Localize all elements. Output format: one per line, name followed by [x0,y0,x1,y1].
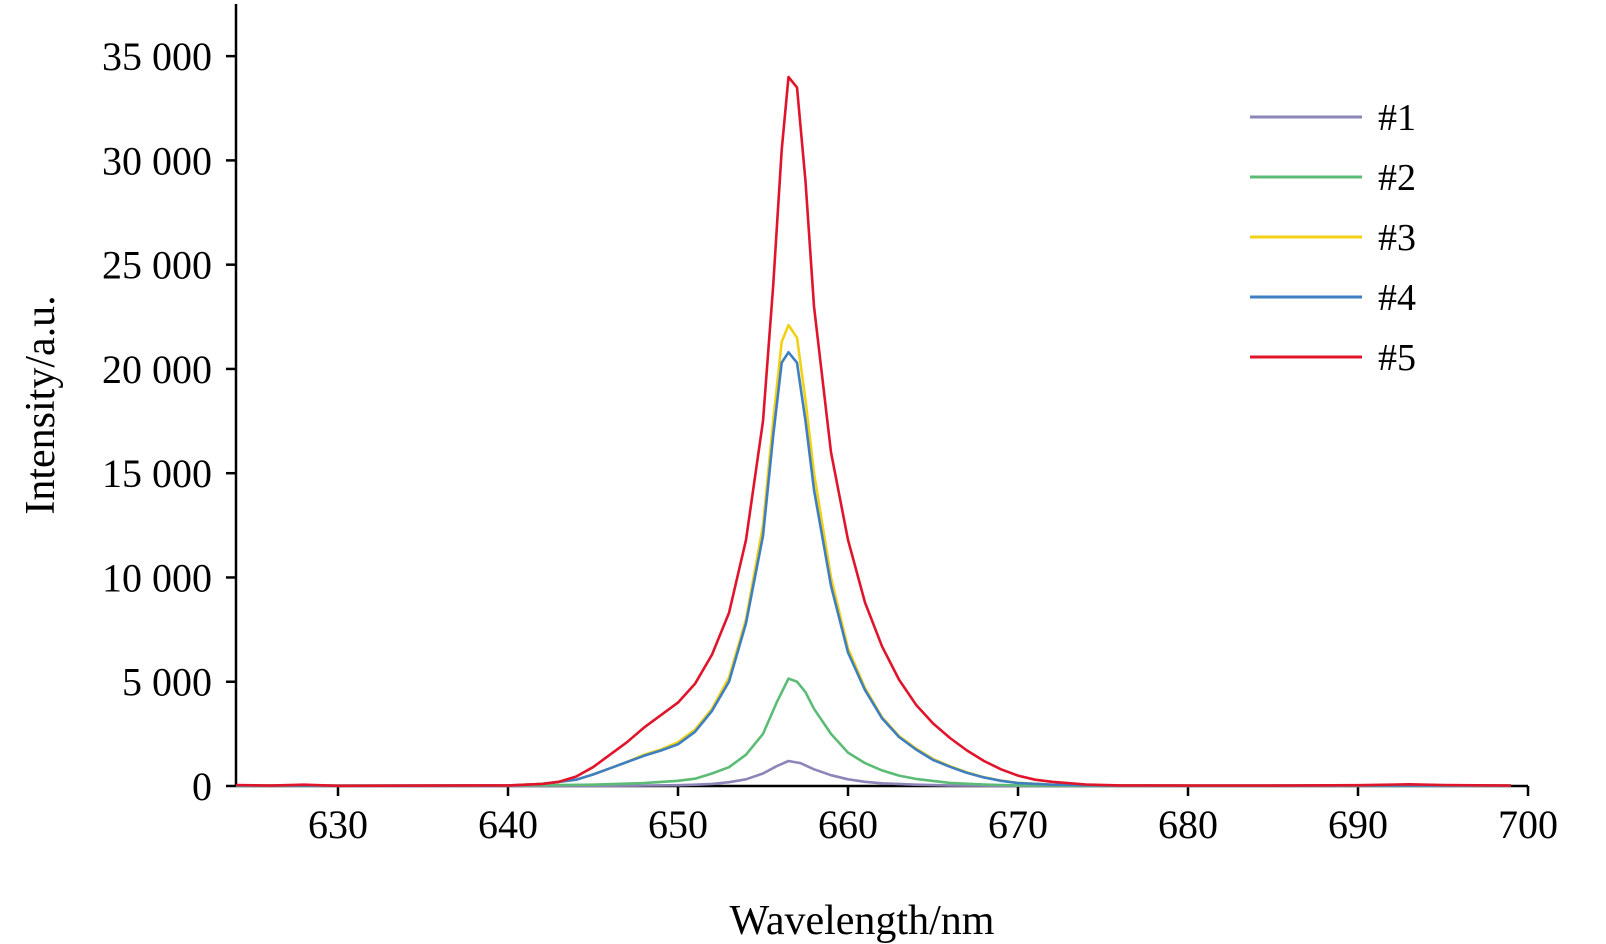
y-tick-label: 30 000 [102,138,212,183]
series-line-2 [236,677,1511,788]
y-tick-label: 35 000 [102,34,212,79]
y-tick-label: 5 000 [122,660,212,705]
series-lines [235,75,1512,788]
y-tick-label: 10 000 [102,555,212,600]
x-tick-label: 630 [308,802,368,847]
legend-label-5: #5 [1378,337,1416,379]
x-tick-label: 640 [478,802,538,847]
legend-label-3: #3 [1378,217,1416,259]
x-tick-label: 680 [1158,802,1218,847]
series-line-4 [236,351,1511,787]
y-tick-label: 20 000 [102,347,212,392]
legend-label-1: #1 [1378,97,1416,139]
series-line-5 [235,75,1512,788]
x-tick-label: 690 [1328,802,1388,847]
x-tick-label: 650 [648,802,708,847]
legend: #1 #2 #3 #4 #5 [1250,97,1416,379]
y-tick-label: 0 [192,764,212,809]
series-line-3 [236,323,1511,787]
x-tick-label: 700 [1498,802,1558,847]
y-axis-ticks: 0 5 000 10 000 15 000 20 000 25 000 30 000 35 0… [102,34,236,809]
series-line-1 [235,759,1511,788]
axes [234,4,1528,788]
x-tick-label: 670 [988,802,1048,847]
x-tick-label: 660 [818,802,878,847]
y-tick-label: 15 000 [102,451,212,496]
legend-label-4: #4 [1378,277,1416,319]
y-axis-title: Intensity/a.u. [18,295,64,514]
y-tick-label: 25 000 [102,243,212,288]
legend-label-2: #2 [1378,157,1416,199]
x-axis-ticks: 630 640 650 660 670 680 690 700 [308,786,1558,847]
x-axis-title: Wavelength/nm [730,898,995,944]
